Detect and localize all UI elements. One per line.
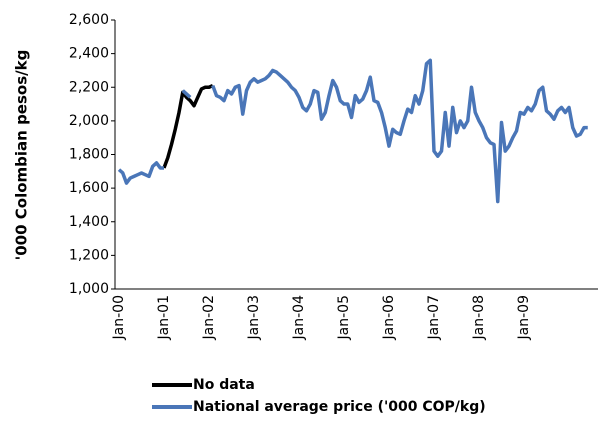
legend-label: National average price ('000 COP/kg): [193, 399, 486, 415]
x-tick-label: Jan-07: [426, 295, 442, 340]
x-tick-label: Jan-08: [471, 295, 487, 340]
x-tick-label: Jan-03: [246, 295, 262, 340]
x-tick-label: Jan-05: [336, 295, 352, 340]
y-tick-label: 1,400: [69, 214, 109, 230]
line-series: [162, 83, 214, 169]
legend-label: No data: [193, 377, 255, 393]
x-tick-label: Jan-01: [156, 295, 172, 340]
x-tick-label: Jan-02: [201, 295, 217, 340]
x-tick-label: Jan-04: [291, 295, 307, 341]
y-tick-label: 1,200: [69, 247, 109, 263]
y-tick-label: 2,600: [69, 12, 109, 28]
y-tick-label: 2,000: [69, 113, 109, 129]
x-tick-label: Jan-09: [516, 295, 532, 340]
y-tick-label: 2,200: [69, 79, 109, 95]
y-tick-label: 1,000: [69, 281, 109, 297]
y-tick-label: 1,800: [69, 147, 109, 163]
y-axis-title: '000 Colombian pesos/kg: [13, 50, 31, 261]
x-tick-label: Jan-00: [111, 295, 127, 340]
y-tick-label: 2,400: [69, 46, 109, 62]
x-tick-label: Jan-06: [381, 295, 397, 341]
line-series: [117, 58, 588, 204]
y-tick-label: 1,600: [69, 180, 109, 196]
